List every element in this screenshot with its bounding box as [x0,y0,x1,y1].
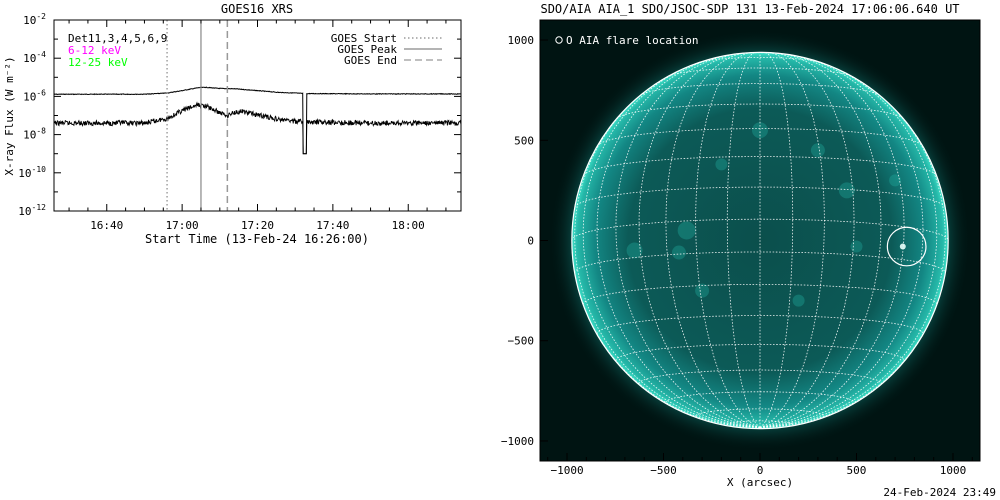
aia-grid-longitude [759,83,946,428]
aia-x-tick-label: −500 [650,464,677,477]
aia-grid-longitude [615,54,761,428]
goes-y-tick-label: 10-2 [23,12,46,27]
goes-series-line-low [54,86,461,155]
aia-y-tick-label: −500 [508,335,535,348]
goes-series-layer [54,86,461,155]
goes-x-tick-label: 17:00 [166,219,199,232]
aia-grid-latitude [699,57,821,63]
aia-grid-latitude [667,67,853,77]
aia-grid-longitude [759,54,905,428]
aia-grid-longitude [695,52,761,428]
aia-bright-region [810,143,825,158]
aia-grid-latitude [571,218,949,241]
aia-y-tick-label: −1000 [501,435,534,448]
goes-chart-title: GOES16 XRS [221,2,293,16]
aia-x-tick-label: 0 [757,464,764,477]
goes-xrs-chart: GOES16 XRS 16:40 17:00 17:20 17:40 18:00 10-… [3,2,462,246]
goes-y-tick-label: 10-6 [23,88,46,103]
aia-grid-latitude [597,128,923,146]
aia-grid-longitude [582,61,761,428]
goes-y-axis: 10-12 10-10 10-8 10-6 10-4 10-2 [18,12,461,218]
aia-grid-longitude [759,240,949,428]
aia-grid-longitude [759,52,794,428]
goes-legend-dotted-label: GOES Start [331,32,397,45]
aia-heliographic-grid [571,52,949,428]
aia-x-tick-label: 1000 [940,464,967,477]
aia-bright-region [671,245,686,260]
aia-limb-outline [571,51,949,430]
aia-grid-longitude [574,83,761,428]
footer-timestamp: 24-Feb-2024 23:49 [883,486,996,499]
goes-y-tick-label: 10-4 [23,50,46,65]
aia-bright-region [695,283,710,298]
goes-x-tick-label: 17:40 [316,219,349,232]
aia-flare-location-circle [886,226,927,267]
aia-y-axis: 1000 500 0 −500 −1000 [501,34,548,448]
aia-bright-region [889,174,902,187]
aia-image-title: SDO/AIA AIA_1 SDO/JSOC-SDP 131 13-Feb-20… [540,2,959,16]
goes-series-label-high: 12-25 keV [68,56,128,69]
aia-legend-label: O AIA flare location [566,34,698,47]
goes-x-tick-label: 17:20 [241,219,274,232]
aia-legend: O AIA flare location [555,34,698,47]
aia-bright-region [850,240,863,253]
aia-flare-kernel [899,243,906,250]
aia-grid-latitude [574,251,946,274]
aia-grid-latitude [574,186,946,208]
aia-x-tick-label: −1000 [550,464,583,477]
goes-y-axis-label: X-ray Flux (W m⁻²) [3,56,16,175]
goes-event-markers [166,20,229,211]
aia-grid-latitude [583,156,937,176]
goes-x-axis-label: Start Time (13-Feb-24 16:26:00) [145,232,369,246]
aia-image-panel: SDO/AIA AIA_1 SDO/JSOC-SDP 131 13-Feb-20… [501,2,981,489]
goes-y-tick-label: 10-10 [18,165,46,180]
aia-x-axis-label: X (arcsec) [727,476,793,489]
aia-bright-region [626,242,643,259]
goes-y-tick-label: 10-12 [18,203,46,218]
aia-y-tick-label: 0 [527,235,534,248]
aia-grid-longitude [759,52,825,428]
aia-y-tick-label: 500 [514,134,534,147]
goes-series-label-low: 6-12 keV [68,44,121,57]
goes-x-axis: 16:40 17:00 17:20 17:40 18:00 [68,20,447,232]
aia-x-tick-label: 500 [847,464,867,477]
aia-bright-region [752,122,768,139]
aia-bright-region [838,182,855,199]
aia-grid-longitude [596,56,761,428]
aia-active-regions [626,122,902,307]
goes-legend-dashed-label: GOES End [344,54,397,67]
goes-legend-solid-label: GOES Peak [337,43,397,56]
aia-grid-longitude [759,61,938,428]
aia-y-tick-label: 1000 [508,34,535,47]
aia-bright-region [792,294,805,307]
aia-bright-region [677,221,696,240]
aia-grid-longitude [571,240,761,428]
aia-grid-longitude [726,52,761,428]
goes-x-tick-label: 18:00 [392,219,425,232]
goes-y-tick-label: 10-8 [23,127,46,142]
goes-x-tick-label: 16:40 [90,219,123,232]
aia-grid-latitude [665,391,855,403]
goes-detector-label: Det11,3,4,5,6,9 [68,32,167,45]
aia-grid-longitude [759,56,924,428]
aia-legend-symbol [555,36,563,44]
aia-x-axis: −1000 −500 0 500 1000 [547,453,973,477]
aia-bright-region [715,158,728,171]
goes-series-line-high [54,101,461,155]
